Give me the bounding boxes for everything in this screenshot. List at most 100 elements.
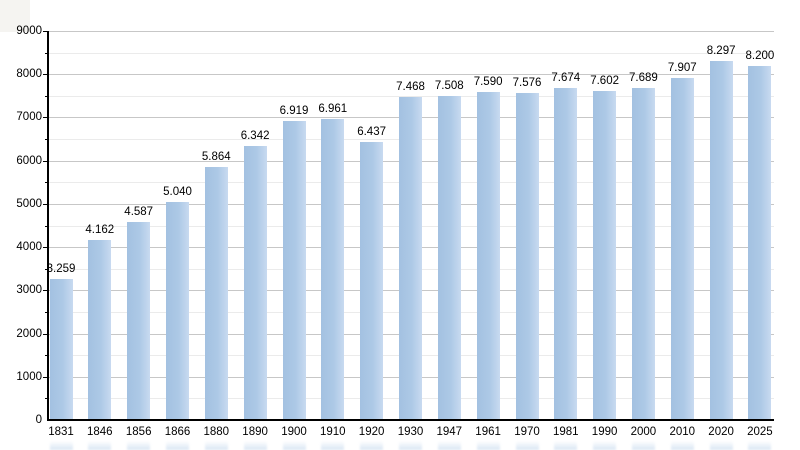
- y-axis-label: 8000: [16, 68, 42, 81]
- bar-reflection: [515, 441, 539, 450]
- x-axis-label: 1910: [320, 426, 346, 438]
- y-minor-tick: [45, 182, 48, 184]
- bar: [243, 145, 267, 420]
- y-axis-label: 1000: [16, 370, 42, 383]
- bar-reflection: [437, 441, 461, 450]
- y-major-tick: [43, 333, 48, 335]
- bar-value-label: 6.919: [279, 104, 309, 117]
- bar-reflection: [243, 441, 267, 450]
- bar-reflection: [360, 441, 384, 450]
- bar: [321, 119, 345, 420]
- bar-reflection: [593, 441, 617, 450]
- y-minor-tick: [45, 52, 48, 54]
- y-minor-tick: [45, 95, 48, 97]
- y-axis-label: 0: [35, 414, 42, 426]
- bar-value-label: 7.689: [629, 71, 658, 84]
- bar-value-label: 7.468: [396, 81, 425, 94]
- x-axis-label: 1900: [281, 426, 307, 438]
- bar-reflection: [166, 441, 189, 450]
- bar-value-label: 8.200: [745, 49, 775, 62]
- x-axis-label: 1831: [48, 426, 74, 438]
- bar: [748, 65, 772, 420]
- bar-reflection: [204, 441, 228, 450]
- x-axis-label: 1970: [514, 426, 540, 438]
- bar-value-label: 7.576: [512, 76, 542, 89]
- bar-value-label: 6.342: [240, 129, 270, 142]
- bar-value-label: 6.437: [357, 125, 386, 138]
- y-axis-label: 5000: [16, 197, 42, 210]
- bar-reflection: [631, 441, 655, 450]
- x-axis-label: 2000: [630, 426, 657, 438]
- bar: [49, 279, 73, 420]
- minor-gridline: [48, 95, 774, 97]
- y-major-tick: [43, 376, 48, 378]
- y-minor-tick: [45, 311, 48, 313]
- x-axis-line: [47, 419, 774, 421]
- bar: [437, 95, 461, 420]
- x-axis-label: 1890: [242, 426, 268, 438]
- y-minor-tick: [45, 398, 48, 400]
- bar-value-label: 6.961: [318, 103, 348, 116]
- x-axis-label: 1846: [87, 426, 113, 438]
- y-axis-label: 7000: [16, 111, 42, 124]
- y-major-tick: [43, 74, 48, 76]
- bar-value-label: 3.259: [46, 263, 76, 276]
- bar-reflection: [670, 441, 694, 450]
- bar-value-label: 4.162: [85, 224, 115, 237]
- bar: [593, 91, 617, 420]
- bar-reflection: [399, 441, 422, 450]
- bar-reflection: [88, 441, 112, 450]
- y-axis-line: [47, 31, 49, 420]
- y-axis-label: 6000: [16, 154, 42, 167]
- bar: [282, 120, 306, 420]
- x-axis-label: 1981: [553, 426, 579, 438]
- x-axis-label: 2010: [669, 426, 696, 438]
- y-minor-tick: [45, 268, 48, 270]
- y-axis-label: 9000: [16, 25, 42, 37]
- bar: [670, 78, 694, 420]
- bar-value-label: 8.297: [706, 45, 736, 58]
- y-major-tick: [43, 203, 48, 205]
- y-axis-label: 4000: [16, 241, 42, 254]
- bar-reflection: [127, 441, 151, 450]
- x-axis-label: 1880: [203, 426, 230, 438]
- bar-value-label: 5.040: [163, 186, 192, 199]
- y-major-tick: [43, 31, 48, 32]
- x-axis-label: 1961: [475, 426, 501, 438]
- y-minor-tick: [45, 139, 48, 141]
- major-gridline: [48, 31, 774, 32]
- bar: [554, 88, 578, 420]
- bar-value-label: 7.602: [590, 75, 619, 88]
- x-axis-label: 2025: [747, 426, 773, 438]
- x-axis-label: 1856: [125, 426, 152, 438]
- x-axis-label: 1947: [436, 426, 463, 438]
- bar-reflection: [282, 441, 306, 450]
- bar-reflection: [49, 441, 73, 450]
- x-axis-label: 1930: [397, 426, 424, 438]
- bar: [631, 87, 655, 420]
- bar-reflection: [554, 441, 578, 450]
- bar: [360, 141, 384, 420]
- y-major-tick: [43, 160, 48, 162]
- y-axis-label: 2000: [16, 327, 42, 340]
- x-axis-label: 1990: [591, 426, 618, 438]
- bar-value-label: 7.508: [434, 79, 464, 92]
- y-axis-label: 3000: [16, 284, 42, 297]
- y-minor-tick: [45, 355, 48, 357]
- bar-reflection: [709, 441, 733, 450]
- bar: [709, 61, 733, 420]
- bar: [88, 240, 112, 420]
- bar-value-label: 5.864: [201, 150, 231, 163]
- bar: [204, 166, 228, 420]
- bar-reflection: [321, 441, 345, 450]
- bar-value-label: 7.907: [667, 62, 697, 75]
- y-major-tick: [43, 117, 48, 119]
- bar: [399, 97, 422, 420]
- bar-value-label: 7.674: [551, 72, 581, 85]
- major-gridline: [48, 74, 774, 76]
- bar: [515, 92, 539, 420]
- x-axis-label: 1866: [164, 426, 191, 438]
- y-major-tick: [43, 247, 48, 249]
- bar-reflection: [748, 441, 772, 450]
